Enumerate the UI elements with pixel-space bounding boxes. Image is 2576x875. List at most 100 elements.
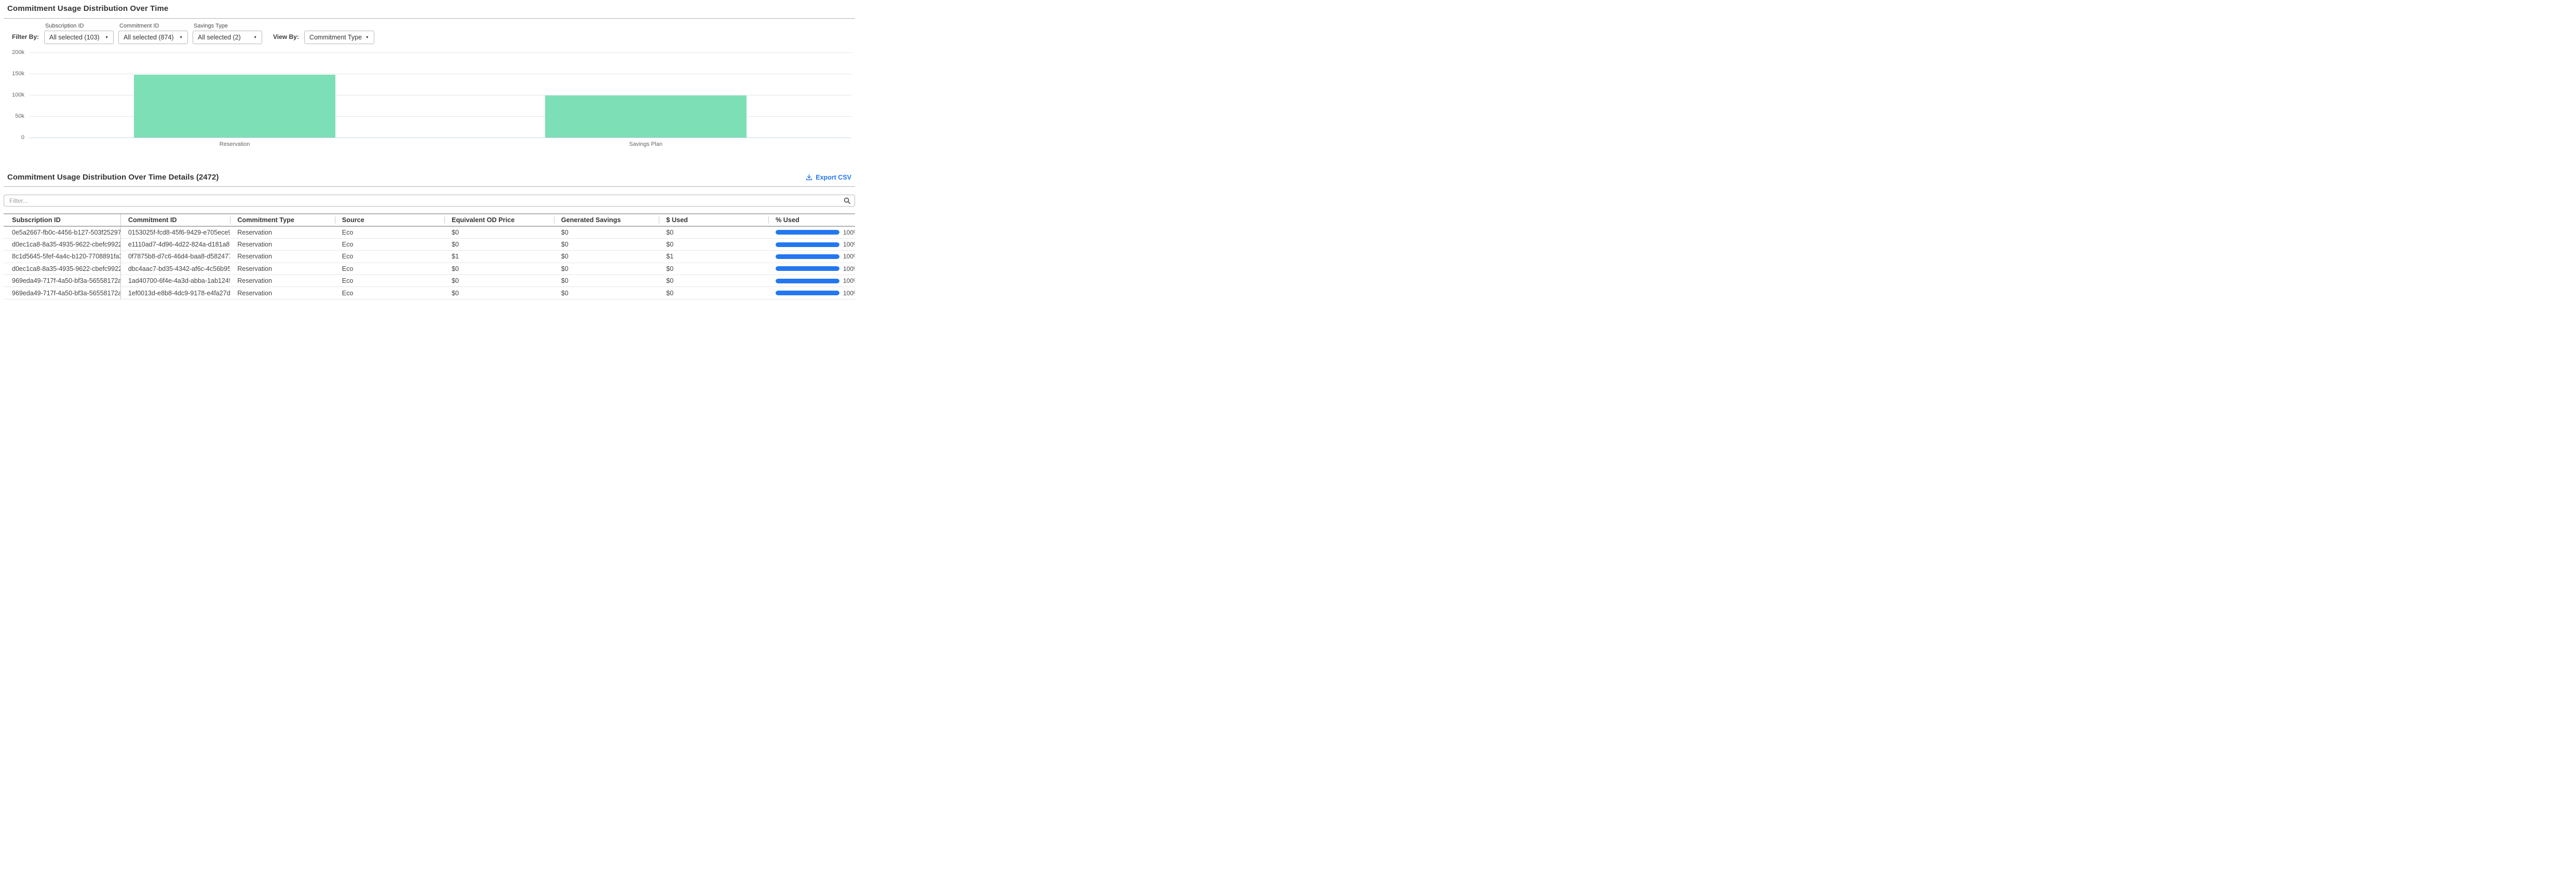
view-by-group: Commitment Type ▼ — [304, 31, 374, 44]
commitment-id-filter-label: Commitment ID — [119, 23, 159, 29]
column-header-subscription-id[interactable]: Subscription ID — [4, 214, 121, 226]
export-csv-button[interactable]: Export CSV — [806, 174, 851, 181]
column-header-commitment-type[interactable]: Commitment Type — [230, 214, 335, 226]
cell-pct-used: 100% — [768, 226, 855, 238]
savings-type-filter-value: All selected (2) — [198, 34, 241, 41]
cell-dollars-used: $0 — [666, 228, 674, 236]
cell-commitment-type: Reservation — [237, 289, 272, 297]
cell-generated-savings: $0 — [561, 277, 568, 285]
view-by-value: Commitment Type — [309, 34, 362, 41]
usage-progress-bar — [775, 254, 839, 259]
details-divider — [4, 186, 855, 187]
chevron-down-icon: ▼ — [365, 35, 369, 39]
cell-pct-used: 100% — [768, 251, 855, 263]
bar-savings-plan[interactable] — [545, 95, 747, 138]
y-axis-tick-label: 200k — [12, 49, 24, 56]
usage-progress-bar — [775, 291, 839, 296]
cell-dollars-used: $0 — [666, 289, 674, 297]
cell-generated-savings: $0 — [561, 289, 568, 297]
table-row: 8c1d5645-5fef-4a4c-b120-7708891fa38f 0f7… — [4, 250, 855, 263]
cell-commitment-type: Reservation — [237, 253, 272, 261]
cell-source: Eco — [342, 253, 354, 261]
table-row: 969eda49-717f-4a50-bf3a-56558172ac5f 1ef… — [4, 286, 855, 299]
y-axis-tick-label: 150k — [12, 71, 24, 77]
savings-type-filter[interactable]: All selected (2) ▼ — [193, 31, 263, 44]
commitment-usage-chart: 200k 150k 100k 50k 0 Reservation Savings Plan — [0, 49, 856, 159]
cell-commitment-id: 1ef0013d-e8b8-4dc9-9178-e4fa27daa7e5 — [128, 289, 231, 297]
chevron-down-icon: ▼ — [179, 35, 183, 39]
column-header-generated-savings[interactable]: Generated Savings — [553, 214, 659, 226]
column-header-source[interactable]: Source — [334, 214, 444, 226]
cell-commitment-id: 0f7875b8-d7c6-46d4-baa8-d58247769f1f — [128, 253, 230, 261]
table-row: d0ec1ca8-8a35-4935-9622-cbefc9922014 e11… — [4, 238, 855, 251]
savings-type-filter-label: Savings Type — [194, 23, 228, 29]
subscription-id-filter-group: Subscription ID All selected (103) ▼ — [44, 23, 114, 44]
commitment-id-filter-value: All selected (874) — [124, 34, 174, 41]
cell-commitment-type: Reservation — [237, 228, 272, 236]
x-axis-category-label: Savings Plan — [629, 141, 663, 147]
commitment-id-filter-group: Commitment ID All selected (874) ▼ — [118, 23, 188, 44]
usage-progress-bar — [775, 230, 839, 235]
view-by-label: View By: — [273, 33, 299, 40]
cell-equivalent-od-price: $1 — [451, 253, 459, 261]
column-header-dollars-used[interactable]: $ Used — [659, 214, 768, 226]
commitment-id-filter[interactable]: All selected (874) ▼ — [118, 31, 188, 44]
table-filter-input[interactable] — [4, 195, 855, 207]
cell-subscription-id: d0ec1ca8-8a35-4935-9622-cbefc9922014 — [4, 263, 121, 275]
details-section: Commitment Usage Distribution Over Time … — [0, 173, 859, 299]
table-row: 0e5a2667-fb0c-4456-b127-503f2529750c 015… — [4, 226, 855, 239]
filter-bar: Filter By: Subscription ID All selected … — [12, 23, 859, 44]
usage-progress-label: 100% — [843, 277, 855, 285]
cell-source: Eco — [342, 228, 354, 236]
cell-generated-savings: $0 — [561, 228, 568, 236]
table-filter — [4, 195, 855, 207]
usage-progress-bar — [775, 242, 839, 247]
chevron-down-icon: ▼ — [105, 35, 109, 39]
cell-equivalent-od-price: $0 — [451, 289, 459, 297]
filter-by-label: Filter By: — [12, 33, 39, 40]
cell-equivalent-od-price: $0 — [451, 265, 459, 272]
chevron-down-icon: ▼ — [253, 35, 257, 39]
column-header-equivalent-od-price[interactable]: Equivalent OD Price — [444, 214, 554, 226]
cell-commitment-id: 0153025f-fcd8-45f6-9429-e705ece9414c — [128, 228, 230, 236]
cell-subscription-id: 0e5a2667-fb0c-4456-b127-503f2529750c — [4, 226, 121, 239]
chart-plot-area: 200k 150k 100k 50k 0 Reservation Savings Plan — [12, 49, 851, 147]
view-by-select[interactable]: Commitment Type ▼ — [304, 31, 374, 44]
page-title: Commitment Usage Distribution Over Time — [7, 4, 169, 13]
cell-equivalent-od-price: $0 — [451, 277, 459, 285]
table-row: d0ec1ca8-8a35-4935-9622-cbefc9922014 dbc… — [4, 263, 855, 275]
cell-pct-used: 100% — [768, 238, 855, 250]
cell-pct-used: 100% — [768, 287, 855, 299]
usage-progress-label: 100% — [843, 241, 855, 249]
cell-equivalent-od-price: $0 — [451, 241, 459, 249]
cell-subscription-id: d0ec1ca8-8a35-4935-9622-cbefc9922014 — [4, 238, 121, 251]
cell-commitment-type: Reservation — [237, 265, 272, 272]
cell-dollars-used: $0 — [666, 265, 674, 272]
cell-subscription-id: 8c1d5645-5fef-4a4c-b120-7708891fa38f — [4, 250, 121, 263]
cell-source: Eco — [342, 277, 354, 285]
cell-generated-savings: $0 — [561, 253, 568, 261]
usage-progress-label: 100% — [843, 265, 855, 272]
details-table-wrap: Subscription ID Commitment ID Commitment… — [4, 213, 855, 299]
search-icon — [844, 197, 850, 204]
usage-progress-bar — [775, 278, 839, 283]
y-axis-tick-label: 50k — [15, 113, 24, 119]
cell-dollars-used: $0 — [666, 241, 674, 249]
column-header-commitment-id[interactable]: Commitment ID — [128, 216, 177, 224]
cell-commitment-type: Reservation — [237, 277, 272, 285]
header-divider — [4, 18, 855, 19]
y-axis-tick-label: 0 — [21, 134, 24, 141]
subscription-id-filter[interactable]: All selected (103) ▼ — [44, 31, 114, 44]
subscription-id-filter-label: Subscription ID — [45, 23, 84, 29]
details-table: Subscription ID Commitment ID Commitment… — [4, 213, 855, 299]
cell-commitment-id: dbc4aac7-bd35-4342-af6c-4c56b9582400 — [128, 265, 231, 272]
cell-dollars-used: $1 — [666, 253, 674, 261]
x-axis-category-label: Reservation — [219, 141, 250, 147]
bar-reservation[interactable] — [134, 74, 335, 138]
details-title: Commitment Usage Distribution Over Time … — [7, 173, 219, 182]
cell-dollars-used: $0 — [666, 277, 674, 285]
cell-subscription-id: 969eda49-717f-4a50-bf3a-56558172ac5f — [4, 275, 121, 287]
commitment-usage-page: Commitment Usage Distribution Over Time … — [0, 0, 859, 299]
cell-equivalent-od-price: $0 — [451, 228, 459, 236]
column-header-pct-used[interactable]: % Used — [768, 214, 855, 226]
